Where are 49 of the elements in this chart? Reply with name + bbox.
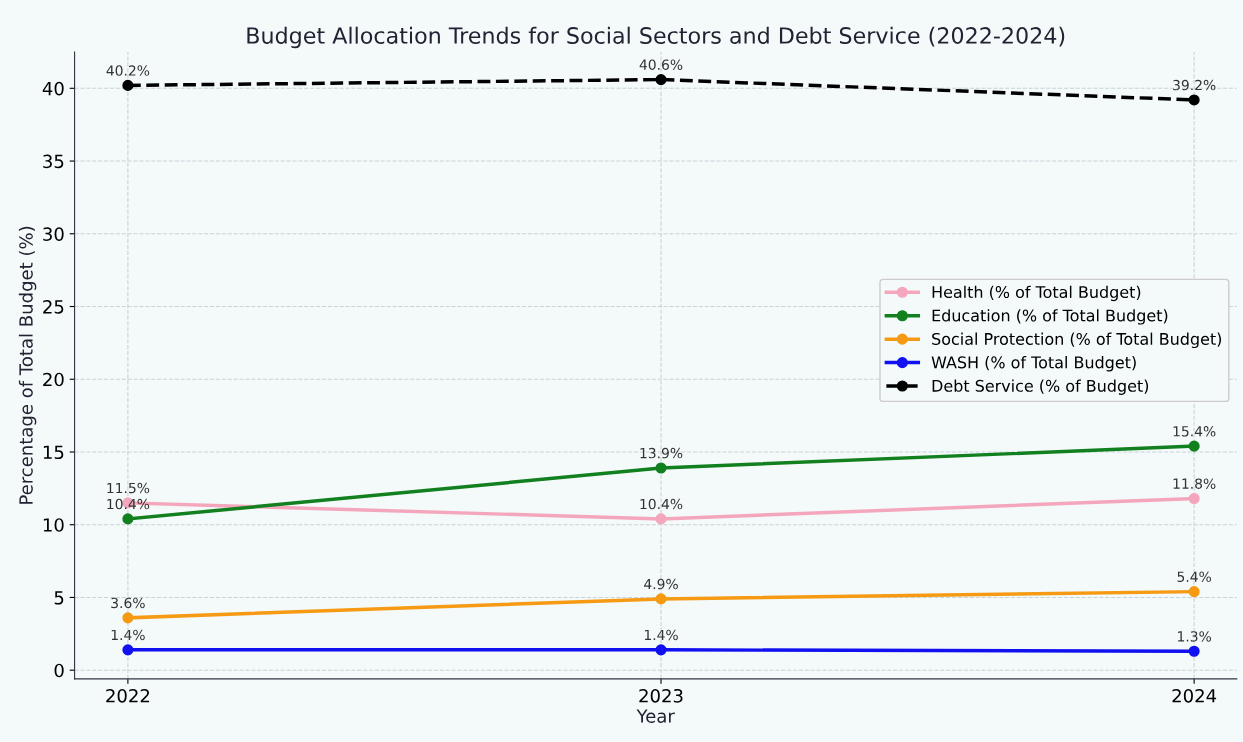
y-tick-label: 10: [43, 518, 64, 532]
y-tick-label: 30: [43, 227, 64, 241]
data-label: 13.9%: [640, 447, 683, 459]
point: [122, 612, 134, 624]
y-tick-label: 15: [43, 445, 64, 460]
point: [1188, 440, 1200, 452]
y-tick-label: 25: [43, 299, 64, 314]
data-label: 11.5%: [107, 482, 150, 494]
y-tick-label: 35: [43, 154, 64, 169]
point: [655, 513, 667, 525]
point: [1188, 492, 1200, 505]
point: [122, 79, 134, 91]
y-tick-label: 5: [54, 591, 64, 605]
point: [1188, 94, 1200, 106]
point: [122, 513, 134, 525]
data-label: 39.2%: [1173, 79, 1216, 91]
x-axis-title: Year: [636, 709, 675, 723]
data-label: 10.4%: [107, 498, 150, 510]
point: [655, 593, 667, 605]
y-axis-title: Percentage of Total Budget (%): [18, 226, 37, 504]
data-label: 1.3%: [1178, 631, 1212, 642]
legend-label: Education (% of Total Budget): [932, 309, 1168, 325]
point: [122, 644, 134, 656]
legend-label: Debt Service (% of Budget): [932, 379, 1149, 395]
legend-label: Social Protection (% of Total Budget): [932, 332, 1222, 349]
data-label: 40.2%: [106, 65, 150, 76]
data-label: 1.4%: [644, 629, 678, 641]
y-tick-label: 40: [42, 81, 64, 96]
data-label: 5.4%: [1177, 571, 1212, 583]
data-label: 4.9%: [644, 578, 678, 590]
point: [1188, 645, 1200, 657]
chart-title: Budget Allocation Trends for Social Sectors and Debt Service (2022-2024): [247, 26, 1065, 49]
x-tick-label: 2024: [1172, 688, 1217, 703]
x-tick-label: 2023: [639, 688, 683, 703]
data-label: 10.4%: [640, 498, 683, 510]
data-label: 11.8%: [1173, 478, 1216, 489]
legend-label: WASH (% of Total Budget): [931, 356, 1136, 372]
data-label: 1.4%: [111, 629, 145, 641]
y-tick-label: 20: [43, 372, 64, 387]
point: [655, 644, 667, 656]
data-label: 15.4%: [1173, 426, 1216, 437]
point: [655, 462, 667, 474]
point: [1188, 586, 1200, 598]
point: [655, 74, 667, 86]
x-tick-label: 2022: [106, 688, 150, 703]
data-label: 40.6%: [639, 59, 683, 70]
data-label: 3.6%: [111, 597, 145, 609]
y-tick-label: 0: [54, 663, 64, 678]
legend-label: Health (% of Total Budget): [932, 285, 1141, 302]
